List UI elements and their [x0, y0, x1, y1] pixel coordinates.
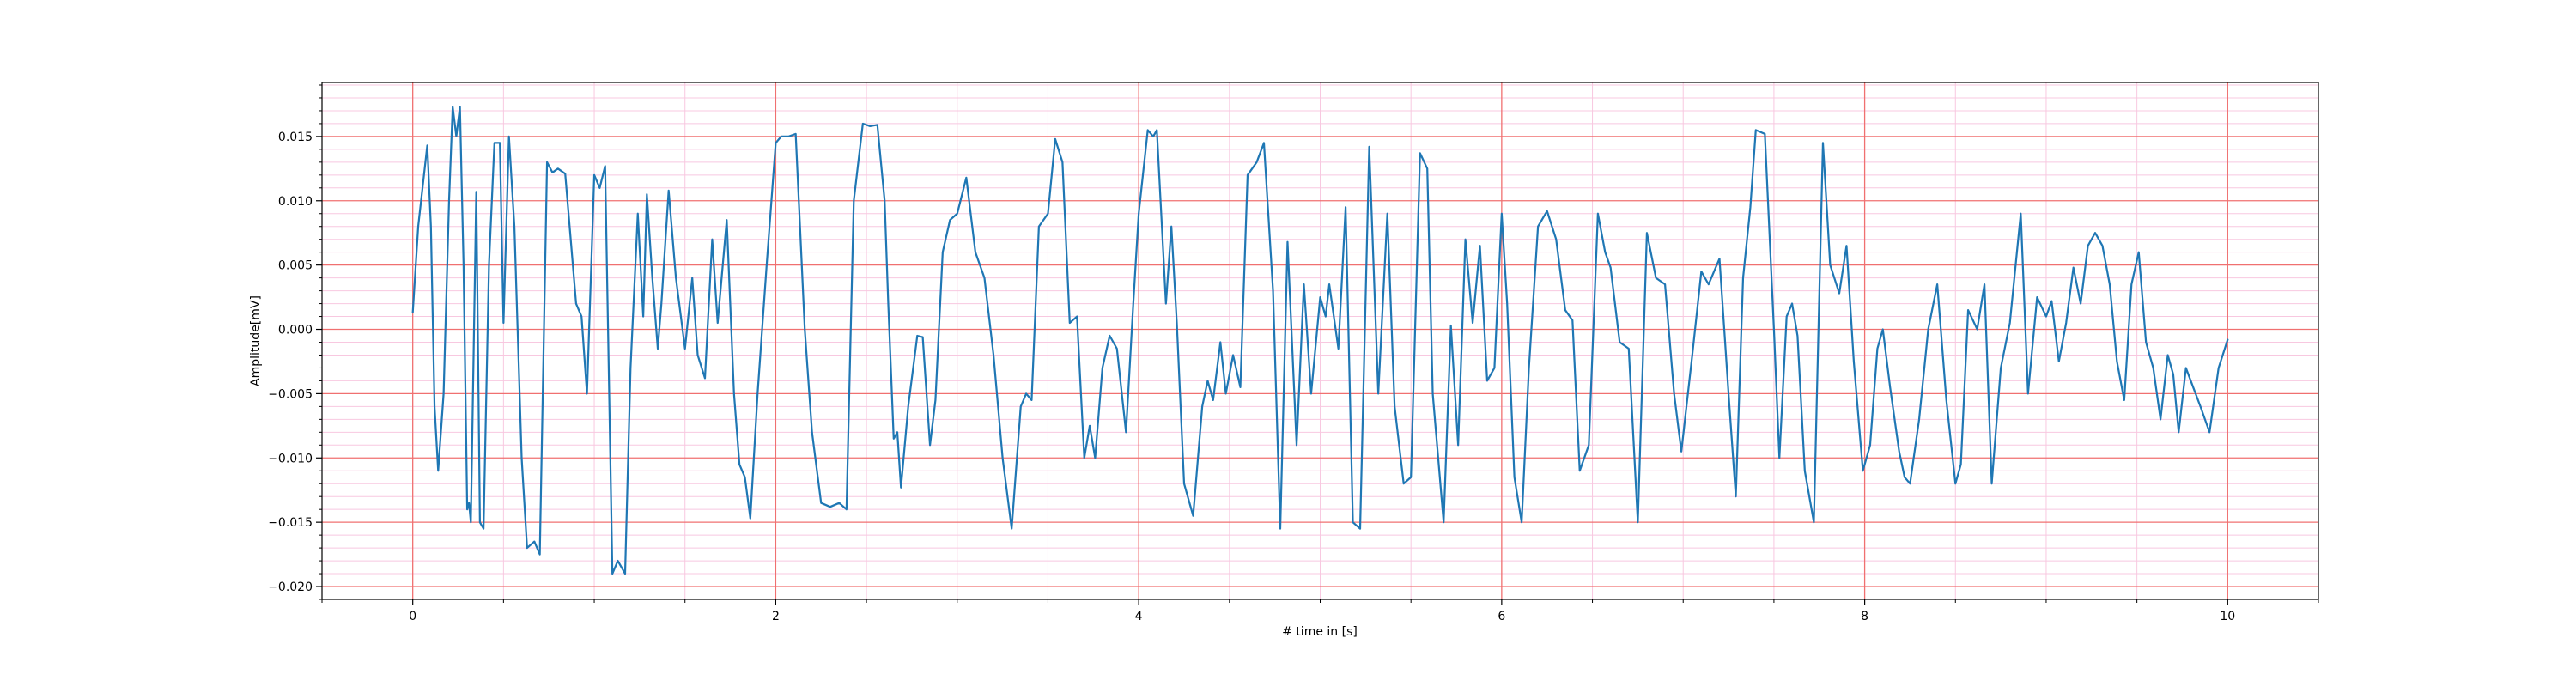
- y-tick-label: 0.000: [278, 324, 313, 337]
- x-tick-label: 4: [1135, 610, 1143, 623]
- y-tick-label: 0.005: [278, 259, 313, 273]
- ticks: 0 2 4 6 8 10 −0.020 −0.015 −0.010 −0.005 0.000 0.00…: [268, 84, 2319, 623]
- x-tick-label: 0: [409, 610, 416, 623]
- signal-line: [411, 106, 2229, 575]
- x-tick-label: 10: [2220, 610, 2235, 623]
- x-tick-label: 8: [1861, 610, 1868, 623]
- x-axis-label: # time in [s]: [1282, 625, 1358, 639]
- y-axis-label: Amplitude[mV]: [249, 295, 263, 386]
- x-tick-label: 2: [772, 610, 780, 623]
- y-tick-label: −0.020: [268, 581, 313, 594]
- y-tick-label: −0.015: [268, 516, 313, 530]
- grid: [321, 82, 2319, 600]
- y-tick-label: 0.010: [278, 195, 313, 209]
- plot-area: [411, 106, 2229, 575]
- y-tick-label: 0.015: [278, 131, 313, 144]
- y-tick-label: −0.010: [268, 452, 313, 465]
- x-tick-label: 6: [1498, 610, 1505, 623]
- y-tick-label: −0.005: [268, 387, 313, 401]
